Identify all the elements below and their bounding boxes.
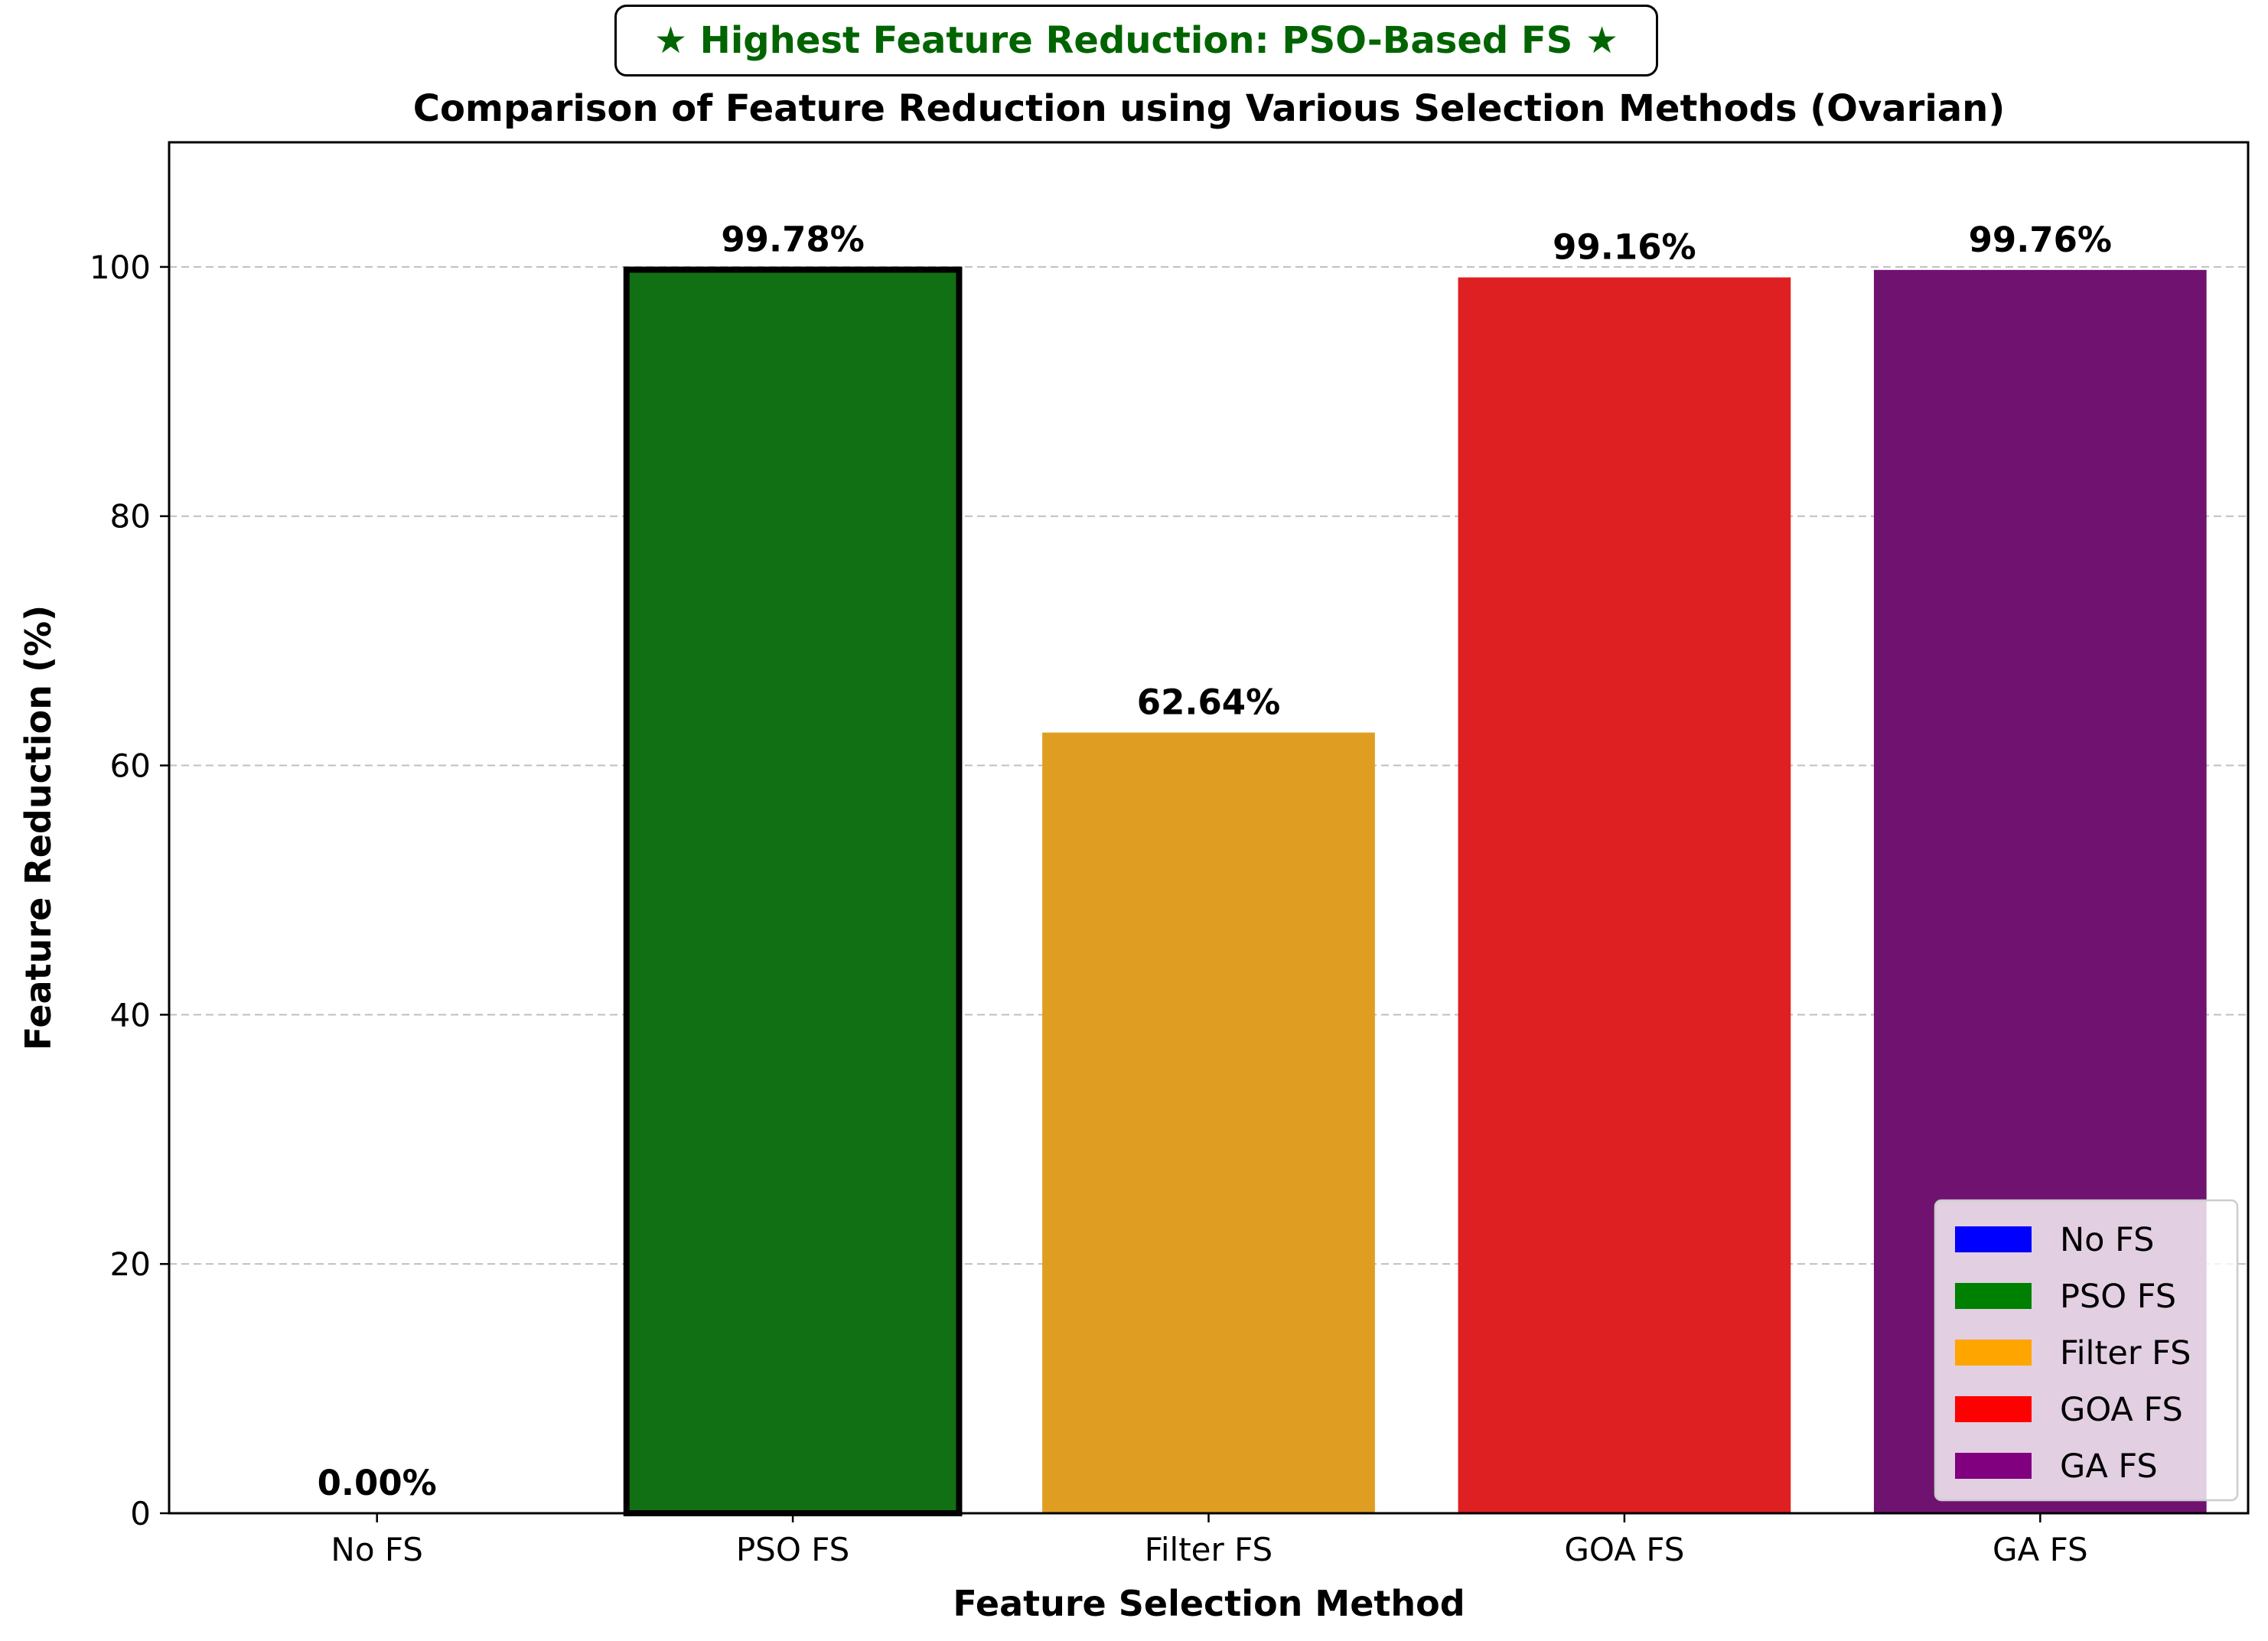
legend: No FS PSO FS Filter FS GOA FS GA FS <box>1934 1199 2239 1502</box>
data-label-no-fs: 0.00% <box>318 1463 437 1503</box>
chart-title: Comparison of Feature Reduction using Va… <box>413 87 2006 130</box>
legend-label-filter-fs: Filter FS <box>2060 1334 2191 1372</box>
bar-filter-fs <box>1042 732 1375 1513</box>
data-labels: 0.00% 99.78% 62.64% 99.16% 99.76% <box>318 219 2112 1503</box>
data-label-ga-fs: 99.76% <box>1969 220 2112 260</box>
x-axis-label: Feature Selection Method <box>953 1583 1465 1624</box>
bar-goa-fs <box>1458 277 1791 1513</box>
bar-pso-fs <box>623 266 963 1517</box>
x-axis-ticks: No FS PSO FS Filter FS GOA FS GA FS <box>331 1513 2088 1568</box>
data-label-pso-fs: 99.78% <box>721 219 864 259</box>
legend-swatch-filter-fs <box>1955 1340 2032 1366</box>
x-tick-label-pso-fs: PSO FS <box>736 1531 849 1568</box>
y-tick-label-60: 60 <box>110 747 151 785</box>
y-tick-label-20: 20 <box>110 1245 151 1283</box>
legend-label-no-fs: No FS <box>2060 1221 2154 1259</box>
y-tick-label-100: 100 <box>90 249 151 286</box>
x-tick-label-no-fs: No FS <box>331 1531 423 1568</box>
y-tick-label-40: 40 <box>110 996 151 1034</box>
data-label-filter-fs: 62.64% <box>1137 682 1280 723</box>
x-tick-label-filter-fs: Filter FS <box>1145 1531 1272 1568</box>
legend-swatch-no-fs <box>1955 1226 2032 1252</box>
legend-swatch-ga-fs <box>1955 1453 2032 1479</box>
highlight-annotation-text: ★ Highest Feature Reduction: PSO-Based F… <box>653 19 1619 62</box>
legend-label-ga-fs: GA FS <box>2060 1447 2158 1486</box>
highlight-annotation-box: ★ Highest Feature Reduction: PSO-Based F… <box>614 5 1658 77</box>
legend-label-goa-fs: GOA FS <box>2060 1391 2183 1429</box>
legend-swatch-goa-fs <box>1955 1396 2032 1422</box>
legend-swatch-pso-fs <box>1955 1283 2032 1309</box>
legend-frame <box>1934 1199 2239 1502</box>
y-tick-label-80: 80 <box>110 498 151 536</box>
data-label-goa-fs: 99.16% <box>1553 227 1696 268</box>
y-axis-label: Feature Reduction (%) <box>18 605 59 1050</box>
x-tick-label-goa-fs: GOA FS <box>1564 1531 1684 1568</box>
y-axis-ticks: 0 20 40 60 80 100 <box>90 249 169 1532</box>
x-tick-label-ga-fs: GA FS <box>1993 1531 2088 1568</box>
legend-label-pso-fs: PSO FS <box>2060 1278 2176 1316</box>
y-tick-label-0: 0 <box>130 1495 151 1532</box>
